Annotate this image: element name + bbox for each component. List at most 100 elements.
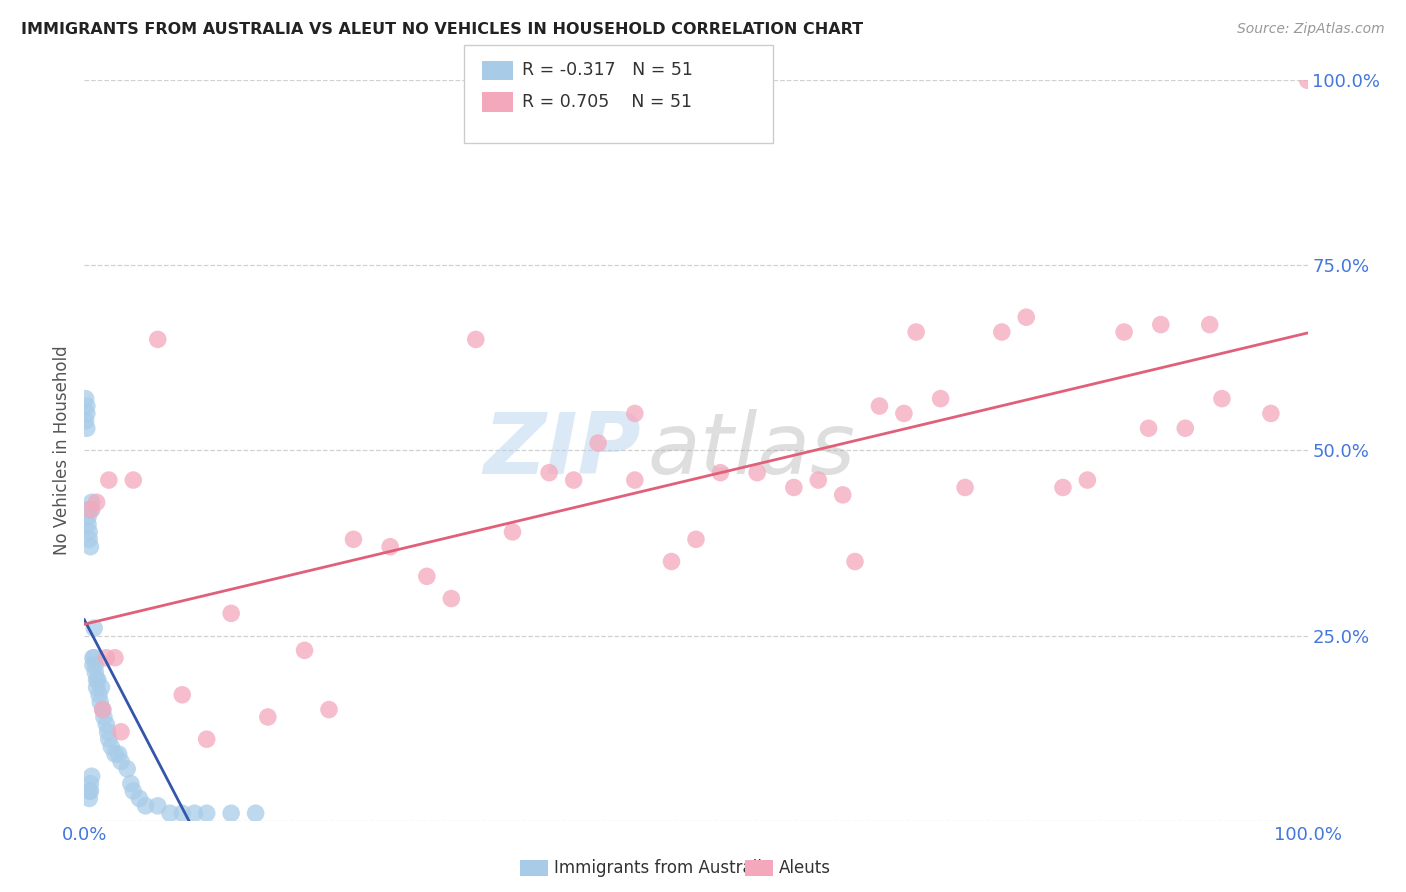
Point (135, 798, 157, 813)
Point (1174, 421, 1197, 435)
Point (76, 407, 98, 421)
Point (86, 495, 108, 509)
Point (79, 784, 101, 798)
Point (80, 495, 103, 509)
Text: R = -0.317   N = 51: R = -0.317 N = 51 (522, 62, 693, 79)
Point (1052, 481, 1074, 495)
Text: R = 0.705    N = 51: R = 0.705 N = 51 (522, 93, 692, 111)
Point (1015, 310, 1038, 325)
Point (195, 732, 218, 747)
Point (120, 776, 142, 791)
Point (195, 806, 218, 821)
Point (122, 473, 145, 487)
Point (245, 806, 267, 821)
Point (84, 658, 107, 673)
Point (77, 791, 100, 805)
Point (562, 473, 585, 487)
Point (76, 399, 98, 413)
Point (1296, 73, 1319, 87)
Point (104, 650, 127, 665)
Point (77, 517, 100, 532)
Point (1076, 473, 1098, 487)
Point (84, 665, 107, 680)
Text: Aleuts: Aleuts (779, 859, 831, 877)
Point (104, 747, 127, 761)
Point (77, 502, 100, 516)
Point (75, 392, 97, 406)
Point (538, 466, 561, 480)
Point (79, 540, 101, 554)
Point (685, 533, 707, 547)
Point (82, 650, 104, 665)
Point (90, 681, 112, 695)
Point (91, 703, 114, 717)
Point (844, 555, 866, 569)
Text: Immigrants from Australia: Immigrants from Australia (554, 859, 772, 877)
Point (586, 436, 609, 450)
Point (502, 524, 524, 539)
Point (661, 555, 683, 569)
Point (416, 569, 439, 583)
Point (991, 325, 1014, 339)
Point (89, 695, 111, 709)
Point (1114, 325, 1136, 339)
Point (342, 533, 364, 547)
Point (1260, 407, 1282, 421)
Point (183, 806, 205, 821)
Point (97, 732, 120, 747)
Point (86, 681, 108, 695)
Point (77, 533, 100, 547)
Point (1150, 318, 1173, 332)
Point (91, 703, 114, 717)
Point (80, 502, 103, 516)
Text: Source: ZipAtlas.com: Source: ZipAtlas.com (1237, 22, 1385, 37)
Text: IMMIGRANTS FROM AUSTRALIA VS ALEUT NO VEHICLES IN HOUSEHOLD CORRELATION CHART: IMMIGRANTS FROM AUSTRALIA VS ALEUT NO VE… (21, 22, 863, 37)
Point (77, 524, 100, 539)
Point (110, 755, 132, 769)
Point (77, 510, 100, 524)
Point (294, 643, 316, 657)
Point (115, 762, 138, 776)
Point (709, 466, 731, 480)
Point (83, 621, 105, 635)
Point (83, 650, 105, 665)
Point (79, 502, 101, 516)
Point (75, 414, 97, 428)
Point (96, 650, 118, 665)
Point (905, 325, 928, 339)
Point (869, 399, 891, 413)
Point (110, 724, 132, 739)
Y-axis label: No Vehicles in Household: No Vehicles in Household (53, 345, 72, 556)
Point (893, 407, 915, 421)
Point (831, 488, 853, 502)
Point (122, 784, 145, 798)
Point (464, 333, 486, 347)
Point (128, 791, 150, 805)
Point (93, 710, 115, 724)
Point (624, 473, 647, 487)
Point (257, 710, 280, 724)
Point (219, 806, 242, 821)
Point (97, 473, 120, 487)
Text: ZIP: ZIP (484, 409, 641, 492)
Point (107, 747, 129, 761)
Point (172, 806, 194, 821)
Point (159, 806, 181, 821)
Point (172, 688, 194, 702)
Point (953, 481, 976, 495)
Point (1137, 421, 1160, 435)
Point (100, 739, 122, 754)
Point (79, 776, 101, 791)
Point (76, 421, 98, 435)
Point (86, 673, 108, 687)
Point (440, 591, 463, 606)
Point (97, 724, 120, 739)
Point (96, 717, 118, 731)
Point (219, 607, 242, 621)
Point (807, 473, 830, 487)
Point (87, 673, 110, 687)
Point (1198, 318, 1220, 332)
Point (146, 798, 169, 813)
Point (87, 688, 110, 702)
Point (929, 392, 952, 406)
